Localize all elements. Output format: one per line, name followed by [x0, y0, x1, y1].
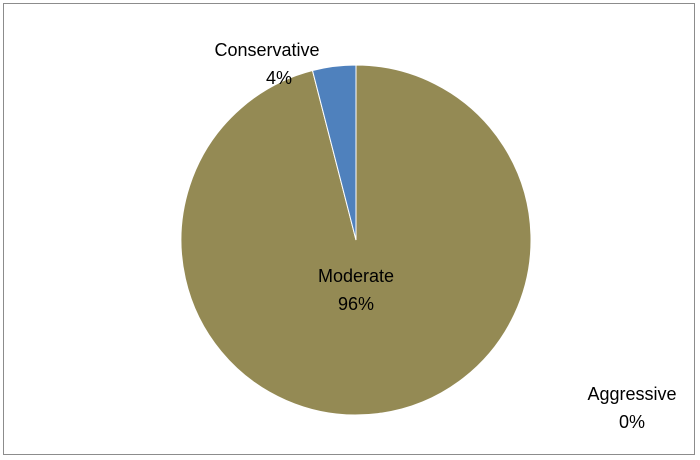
- slice-labels: Moderate 96% Aggressive 0% Conservative 4%: [214, 40, 676, 432]
- slice-value-label-moderate: 96%: [338, 294, 374, 314]
- pie-slice-conservative: [311, 64, 357, 241]
- pie-slices: [180, 64, 532, 416]
- slice-label-aggressive: Aggressive: [587, 384, 676, 404]
- slice-value-label-conservative: 4%: [266, 68, 292, 88]
- slice-value-label-aggressive: 0%: [619, 412, 645, 432]
- slice-label-conservative: Conservative: [214, 40, 319, 60]
- slice-label-moderate: Moderate: [318, 266, 394, 286]
